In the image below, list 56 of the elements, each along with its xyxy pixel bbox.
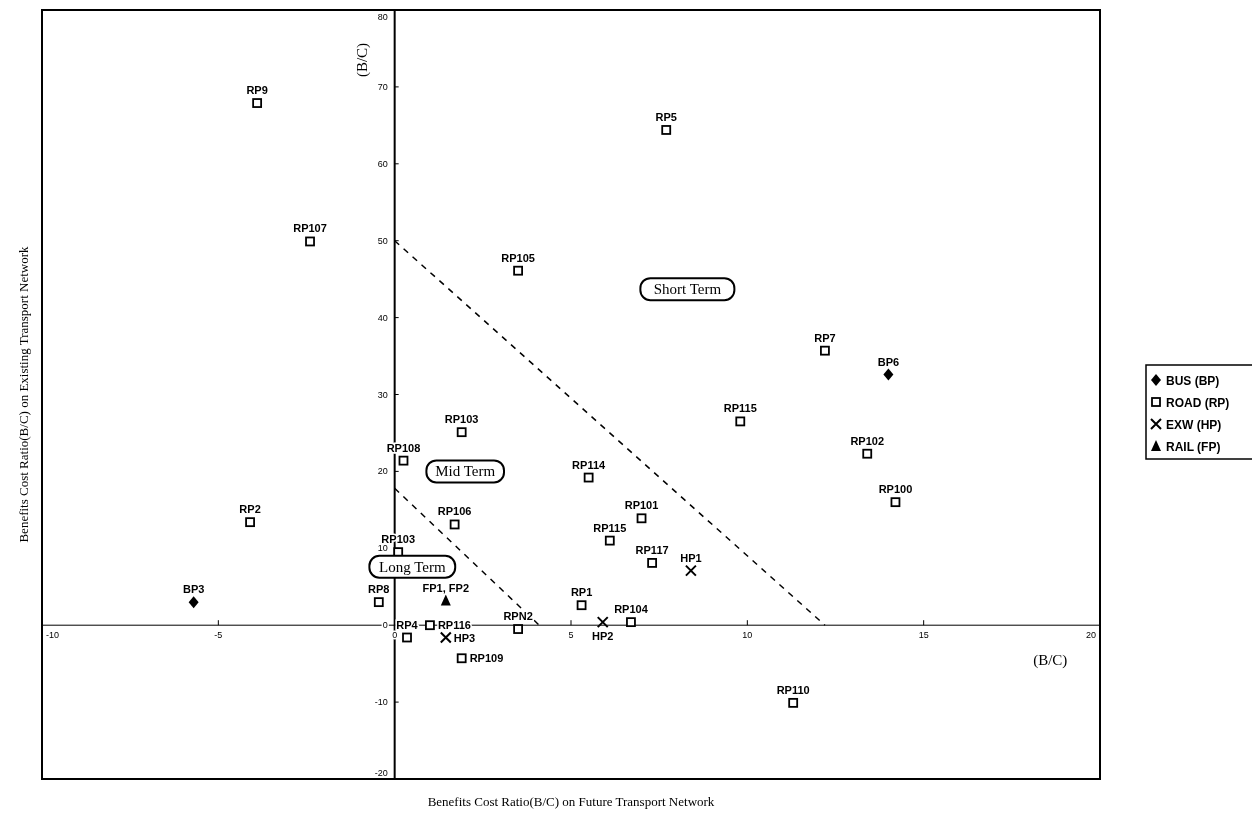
data-label: FP1, FP2: [422, 581, 470, 594]
data-label: RP106: [437, 505, 472, 518]
y-tick-label: -20: [374, 768, 388, 778]
y-tick-label: 70: [377, 81, 388, 92]
data-label: BP6: [877, 355, 900, 368]
data-label: RP103: [444, 413, 479, 426]
data-label: RP2: [239, 503, 261, 516]
annotation: Long Term: [379, 558, 446, 575]
x-tick-label: -10: [46, 630, 60, 641]
y-tick-label: -10: [374, 697, 388, 708]
data-label: RP104: [614, 603, 649, 616]
x-tick-label: 0: [392, 630, 398, 641]
x-tick-label: -5: [214, 630, 223, 641]
y-tick-label: 10: [377, 543, 388, 554]
y-axis-title: Benefits Cost Ratio(B/C) on Existing Transport Network: [16, 245, 31, 543]
data-label: RP105: [501, 251, 535, 264]
x-tick-label: 10: [742, 630, 753, 641]
data-label: RP117: [635, 543, 669, 556]
y-tick-label: 50: [377, 235, 388, 246]
y-tick-label: 30: [377, 389, 388, 400]
y-tick-label: 20: [377, 466, 388, 477]
annotation: (B/C): [353, 42, 371, 78]
y-tick-label: 80: [377, 12, 388, 22]
x-tick-label: 20: [1085, 630, 1096, 641]
annotation: Mid Term: [435, 463, 496, 480]
data-label: RP101: [624, 499, 659, 512]
data-label: RP102: [850, 434, 885, 447]
data-label: RP5: [655, 110, 677, 123]
data-label: RP7: [814, 331, 836, 344]
annotation: Short Term: [653, 281, 722, 298]
data-label: RP1: [570, 586, 593, 599]
data-label: RP100: [878, 483, 913, 496]
data-label: HP2: [592, 630, 614, 643]
data-label: RP114: [572, 458, 607, 471]
data-label: RP8: [368, 583, 390, 596]
x-axis-title: Benefits Cost Ratio(B/C) on Future Transport Network: [427, 794, 715, 809]
data-label: RP109: [469, 652, 504, 665]
x-tick-label: 5: [568, 630, 574, 641]
y-tick-label: 60: [377, 158, 388, 169]
legend-label: EXW (HP): [1166, 418, 1222, 432]
y-tick-label: 0: [382, 620, 388, 631]
data-label: RP115: [593, 521, 627, 534]
legend-label: ROAD (RP): [1166, 396, 1230, 410]
y-tick-label: 40: [377, 312, 388, 323]
data-label: RP107: [293, 222, 327, 235]
data-label: RPN2: [503, 610, 533, 623]
x-tick-label: 15: [918, 630, 929, 641]
data-label: RP115: [723, 402, 757, 415]
data-label: HP3: [453, 631, 476, 644]
data-label: HP1: [680, 551, 702, 564]
data-label: RP110: [776, 683, 810, 696]
data-label: BP3: [182, 583, 205, 596]
legend-label: RAIL (FP): [1166, 440, 1221, 454]
annotation: (B/C): [1033, 651, 1068, 669]
data-label: RP9: [246, 84, 268, 97]
legend-label: BUS (BP): [1166, 374, 1220, 388]
